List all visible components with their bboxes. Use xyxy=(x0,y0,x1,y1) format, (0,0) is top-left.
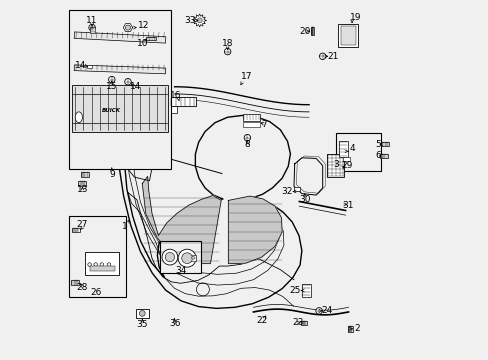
Text: 15: 15 xyxy=(106,82,117,91)
Text: 29: 29 xyxy=(340,161,352,170)
Circle shape xyxy=(124,78,131,85)
Text: 30: 30 xyxy=(299,195,310,204)
Circle shape xyxy=(197,18,202,23)
Bar xyxy=(343,157,349,161)
Text: 12: 12 xyxy=(138,21,149,30)
Circle shape xyxy=(315,308,322,314)
Text: 21: 21 xyxy=(327,52,339,61)
Ellipse shape xyxy=(75,112,82,123)
Bar xyxy=(81,172,89,177)
Circle shape xyxy=(224,48,230,55)
Bar xyxy=(146,37,156,40)
Text: 19: 19 xyxy=(349,13,361,22)
Polygon shape xyxy=(228,196,282,264)
Text: 22: 22 xyxy=(256,316,267,325)
Bar xyxy=(300,320,306,325)
Text: 9: 9 xyxy=(109,170,115,179)
Bar xyxy=(136,309,148,318)
Text: 8: 8 xyxy=(244,140,250,149)
Text: 4: 4 xyxy=(348,144,354,153)
Bar xyxy=(243,122,259,127)
Text: 16: 16 xyxy=(169,91,181,100)
Bar xyxy=(340,26,355,45)
Text: 17: 17 xyxy=(240,72,251,81)
Bar xyxy=(72,228,80,232)
Polygon shape xyxy=(193,14,206,27)
Bar xyxy=(78,181,86,186)
Bar xyxy=(74,65,165,74)
Circle shape xyxy=(182,253,192,264)
Bar xyxy=(71,280,79,284)
Text: 14: 14 xyxy=(130,82,141,91)
Circle shape xyxy=(162,249,178,265)
Text: 27: 27 xyxy=(77,220,88,229)
Bar xyxy=(69,216,126,297)
Bar xyxy=(338,140,347,157)
Polygon shape xyxy=(142,176,221,264)
Circle shape xyxy=(139,311,145,316)
Bar xyxy=(293,187,300,192)
Text: 7: 7 xyxy=(261,120,266,129)
Text: 33: 33 xyxy=(184,16,195,25)
Text: 6: 6 xyxy=(375,152,380,161)
Text: 11: 11 xyxy=(86,16,98,25)
Bar xyxy=(89,266,115,271)
Text: 25: 25 xyxy=(288,286,300,295)
Bar xyxy=(190,255,196,261)
Text: 24: 24 xyxy=(321,306,332,315)
Circle shape xyxy=(319,53,325,59)
Bar xyxy=(69,10,171,169)
Bar xyxy=(379,154,387,158)
Circle shape xyxy=(108,76,115,83)
Text: 31: 31 xyxy=(342,201,353,210)
Text: 5: 5 xyxy=(375,140,380,149)
Text: 2: 2 xyxy=(353,324,359,333)
Text: 18: 18 xyxy=(222,39,233,48)
Circle shape xyxy=(94,263,97,266)
Circle shape xyxy=(89,24,95,31)
Bar xyxy=(338,24,357,47)
Circle shape xyxy=(107,263,110,266)
Text: 1: 1 xyxy=(121,222,127,231)
Ellipse shape xyxy=(191,257,195,259)
Bar xyxy=(380,142,388,146)
Bar xyxy=(89,27,95,33)
Text: BUICK: BUICK xyxy=(102,108,121,113)
Text: 14: 14 xyxy=(75,62,86,71)
Text: 3: 3 xyxy=(332,161,338,170)
Circle shape xyxy=(165,252,174,262)
Text: 26: 26 xyxy=(90,288,101,297)
Circle shape xyxy=(178,249,196,267)
Bar xyxy=(74,32,165,43)
Text: 20: 20 xyxy=(299,27,310,36)
Text: 35: 35 xyxy=(136,320,148,329)
Text: 34: 34 xyxy=(175,266,186,275)
Circle shape xyxy=(125,25,130,30)
Bar xyxy=(72,85,168,132)
Bar xyxy=(87,65,92,68)
Text: 36: 36 xyxy=(168,319,180,328)
Bar xyxy=(347,325,352,332)
Polygon shape xyxy=(123,23,132,32)
Bar xyxy=(169,97,195,107)
Bar xyxy=(85,252,119,275)
Bar xyxy=(160,241,201,273)
Bar xyxy=(310,27,314,35)
Bar xyxy=(243,114,259,121)
Bar xyxy=(301,284,310,297)
Circle shape xyxy=(244,134,250,141)
Text: 32: 32 xyxy=(281,187,292,196)
Text: 10: 10 xyxy=(136,39,148,48)
Bar xyxy=(335,134,380,171)
Text: 28: 28 xyxy=(77,283,88,292)
Text: 23: 23 xyxy=(291,318,303,327)
Circle shape xyxy=(88,263,91,266)
Circle shape xyxy=(100,263,103,266)
Bar xyxy=(171,103,177,113)
Text: 13: 13 xyxy=(77,185,88,194)
Bar xyxy=(326,154,344,177)
